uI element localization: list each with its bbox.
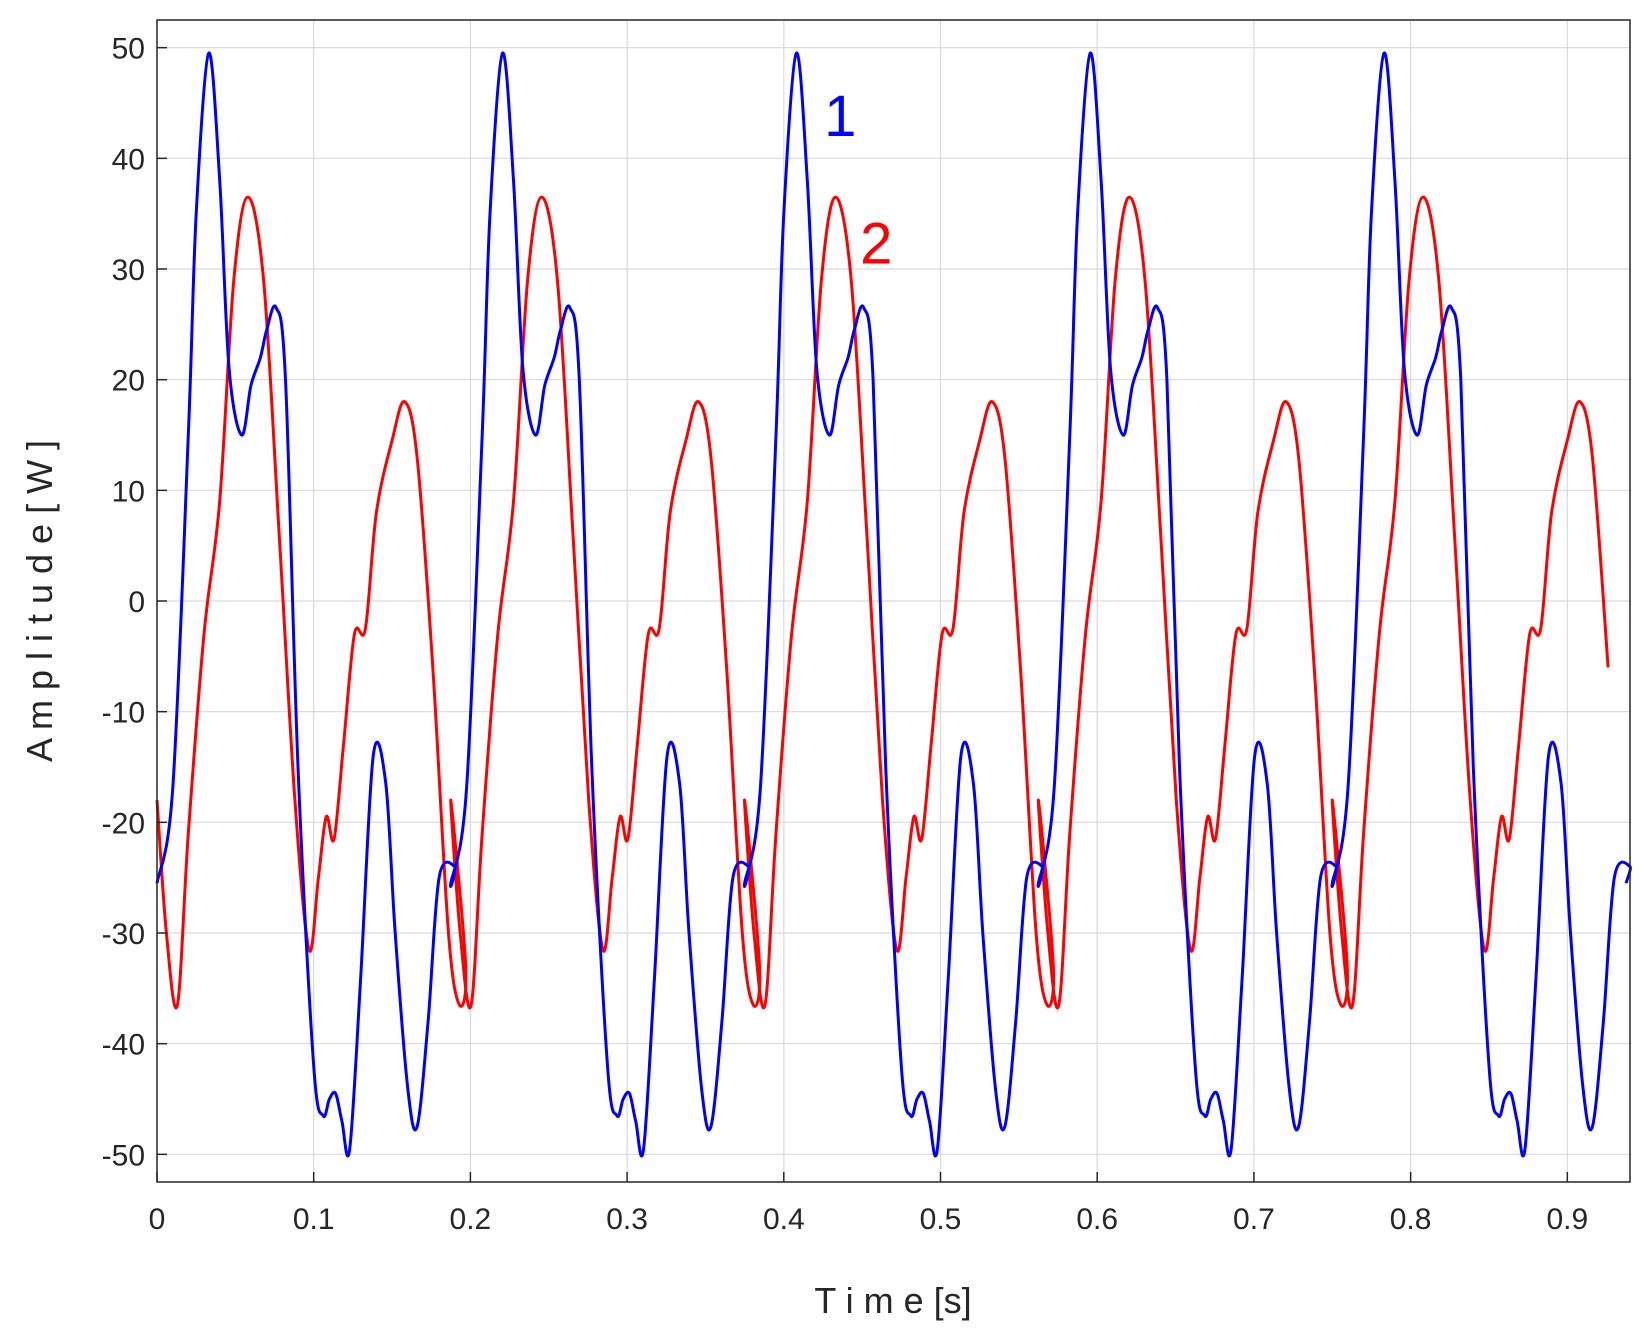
- y-axis-label: A m p l i t u d e [ W ]: [19, 440, 60, 762]
- x-tick-label: 0: [149, 1203, 166, 1236]
- series-layer: [155, 51, 1632, 1158]
- series-1-line: [155, 51, 1632, 1158]
- y-tick-label: -30: [102, 918, 145, 951]
- annotations: 12: [824, 84, 892, 276]
- y-tick-label: -50: [102, 1139, 145, 1172]
- series-2-line: [155, 195, 1610, 1010]
- y-tick-label: 0: [128, 586, 145, 619]
- x-tick-label: 0.9: [1546, 1203, 1588, 1236]
- x-tick-label: 0.7: [1233, 1203, 1275, 1236]
- y-tick-label: 30: [112, 254, 145, 287]
- series-label-2: 2: [860, 211, 892, 276]
- y-tick-label: -10: [102, 697, 145, 730]
- x-axis-label: T i m e [s]: [814, 1280, 971, 1321]
- x-tick-label: 0.3: [606, 1203, 648, 1236]
- y-tick-label: 20: [112, 365, 145, 398]
- x-tick-label: 0.6: [1076, 1203, 1118, 1236]
- y-tick-label: -20: [102, 807, 145, 840]
- x-tick-label: 0.4: [763, 1203, 805, 1236]
- x-tick-label: 0.8: [1390, 1203, 1432, 1236]
- series-label-1: 1: [824, 84, 856, 149]
- y-tick-label: 50: [112, 33, 145, 66]
- x-tick-label: 0.1: [293, 1203, 335, 1236]
- grid: [156, 20, 1630, 1182]
- y-tick-label: -40: [102, 1029, 145, 1062]
- y-tick-label: 40: [112, 143, 145, 176]
- y-tick-label: 10: [112, 475, 145, 508]
- x-tick-label: 0.5: [920, 1203, 962, 1236]
- x-tick-label: 0.2: [450, 1203, 492, 1236]
- ticks: 0 0.1 0.2 0.3 0.4 0.5 0.6 0.7 0.8 0.950403020100-…: [102, 33, 1589, 1236]
